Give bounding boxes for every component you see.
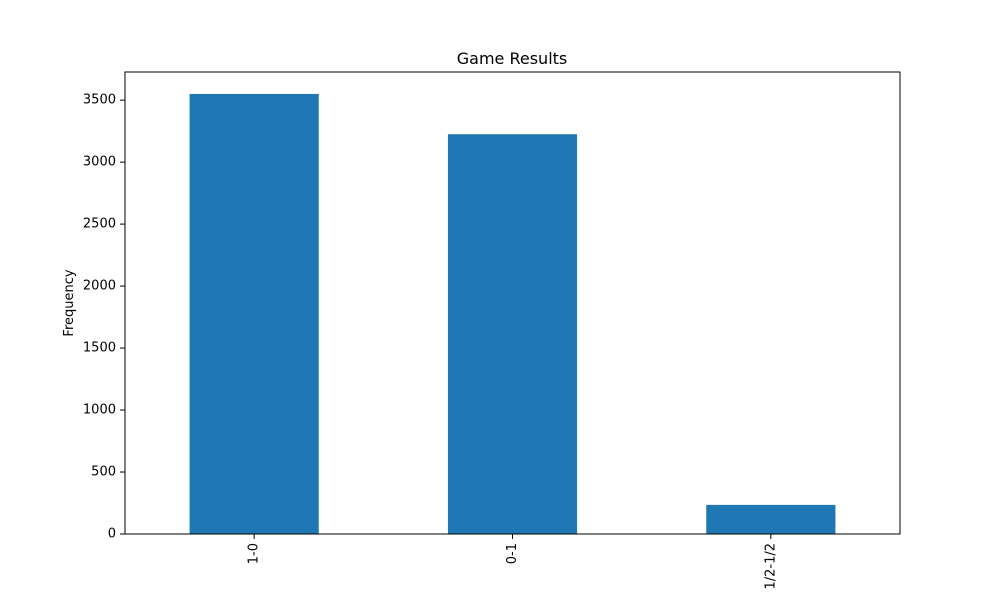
y-axis-label: Frequency (62, 269, 77, 336)
y-tick-label-7: 3500 (83, 93, 116, 108)
bar-1 (447, 134, 578, 534)
x-tick-label-0: 1-0 (247, 543, 262, 564)
y-tick-label-6: 3000 (83, 155, 116, 170)
bars-group (189, 93, 836, 534)
bar-2 (706, 504, 836, 534)
x-tick-label-1: 0-1 (505, 543, 520, 564)
chart-title: Game Results (457, 49, 568, 68)
y-tick-label-2: 1000 (83, 403, 116, 418)
y-tick-label-0: 0 (108, 527, 116, 542)
y-tick-label-5: 2500 (83, 217, 116, 232)
bar-0 (189, 93, 319, 534)
x-ticks-group: 1-0 0-1 1/2-1/2 (247, 534, 778, 590)
y-tick-label-4: 2000 (83, 279, 116, 294)
y-tick-label-3: 1500 (83, 341, 116, 356)
y-ticks-group: 0 500 1000 1500 2000 2500 3000 3500 (83, 93, 125, 542)
y-tick-label-1: 500 (91, 465, 116, 480)
plot-frame (124, 71, 901, 535)
x-tick-label-2: 1/2-1/2 (763, 543, 778, 590)
